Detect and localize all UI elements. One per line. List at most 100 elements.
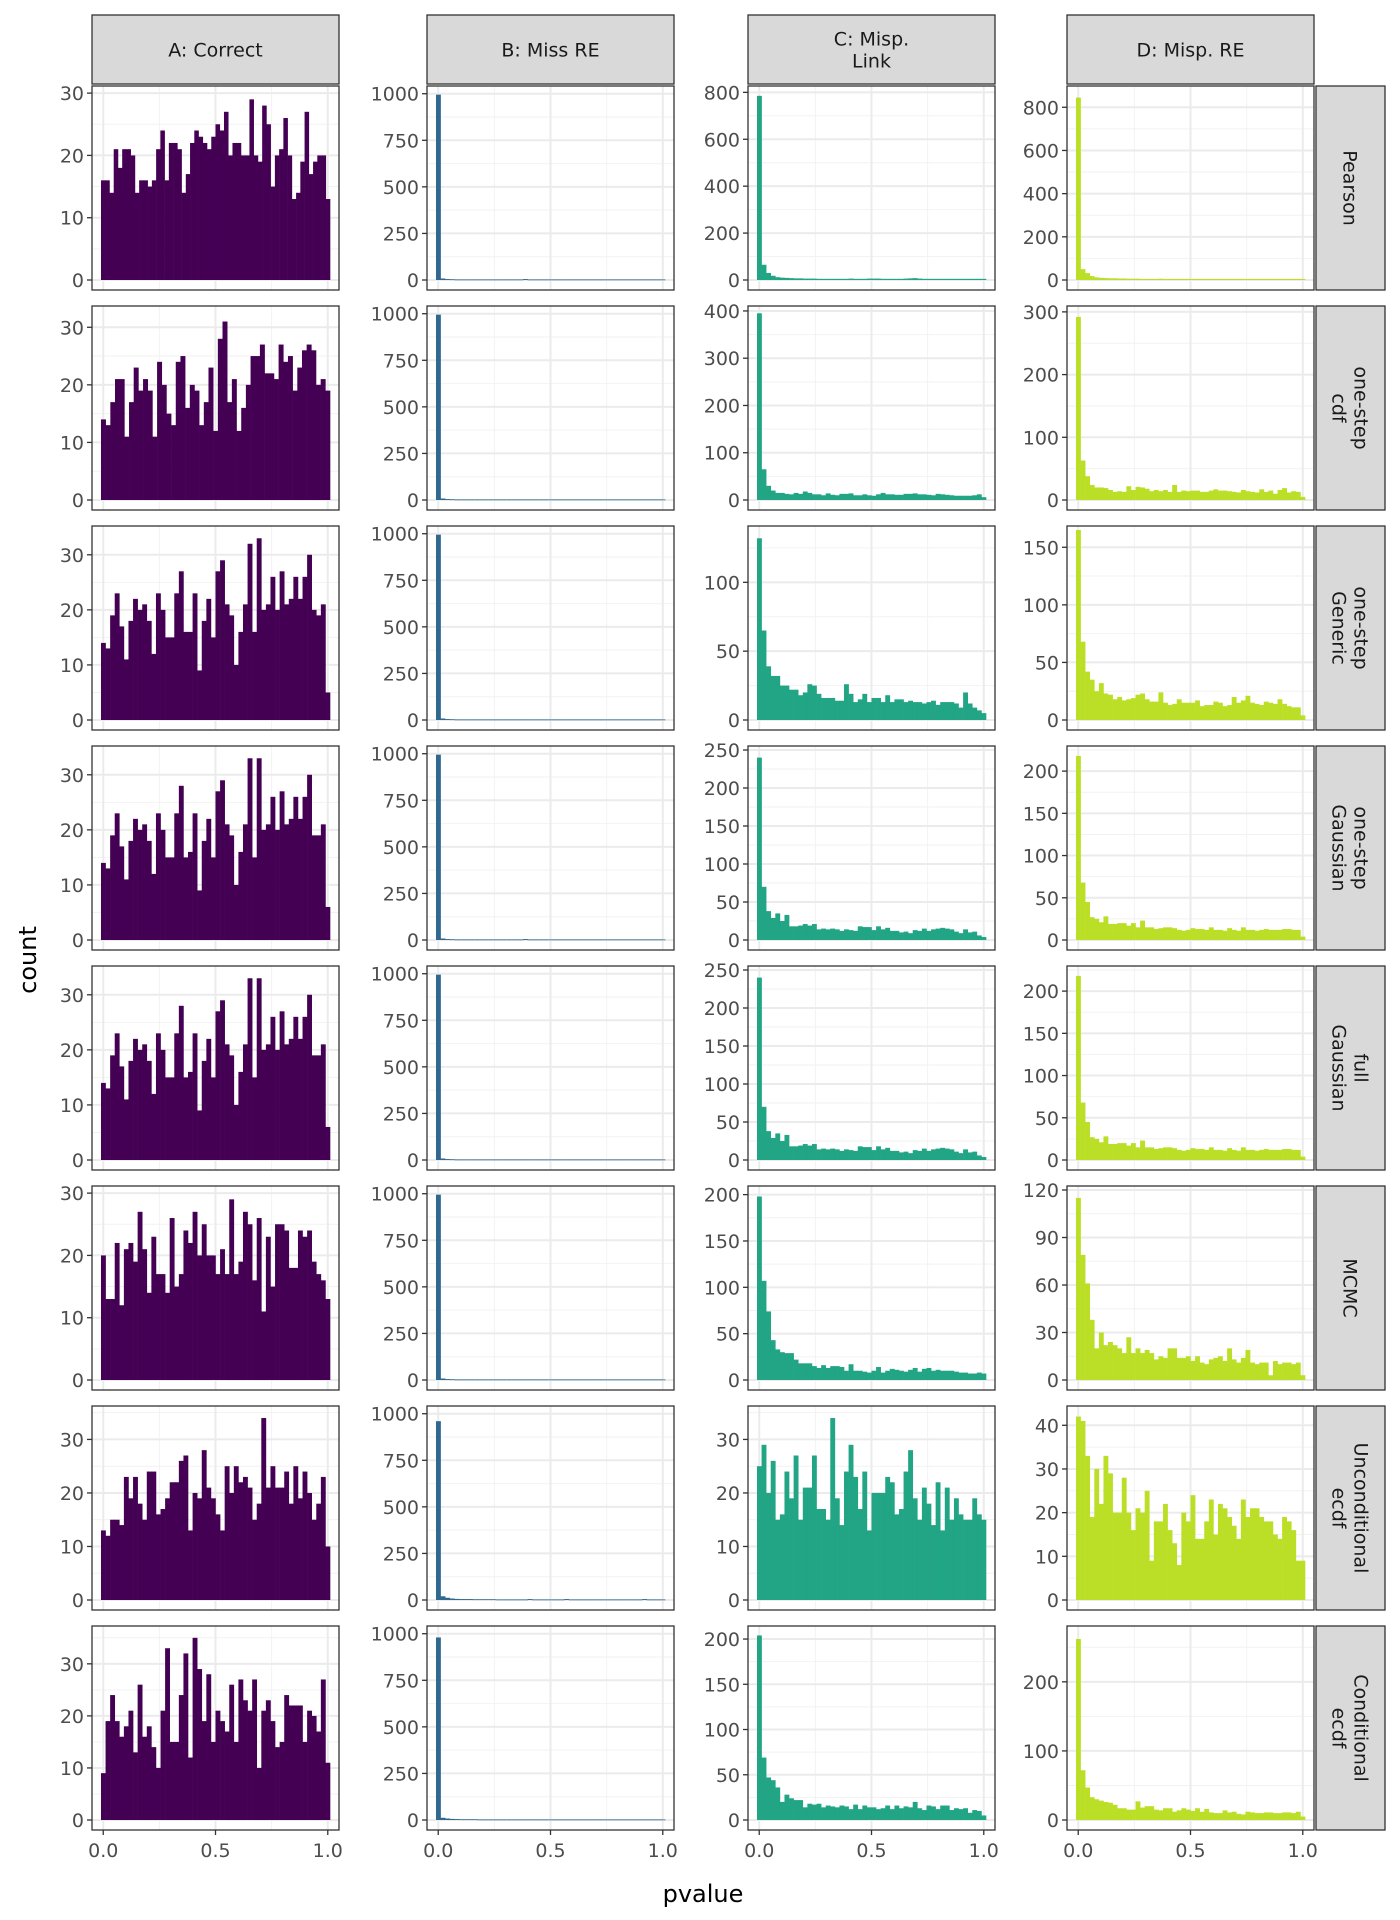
histogram-bar bbox=[587, 939, 593, 941]
histogram-bar bbox=[775, 1133, 781, 1160]
histogram-bar bbox=[1259, 705, 1265, 720]
histogram-bar bbox=[1254, 1813, 1260, 1820]
histogram-bar bbox=[1291, 929, 1297, 940]
histogram-bar bbox=[133, 367, 139, 500]
histogram-bar bbox=[1163, 1503, 1168, 1600]
histogram-bar bbox=[885, 1805, 891, 1820]
histogram-bar bbox=[1130, 923, 1136, 940]
histogram-bar bbox=[926, 494, 932, 500]
histogram-bar bbox=[490, 939, 496, 941]
histogram-bar bbox=[949, 929, 955, 940]
histogram-bar bbox=[541, 1379, 547, 1381]
histogram-bar bbox=[138, 390, 144, 500]
histogram-bar bbox=[245, 155, 250, 280]
histogram-bar bbox=[1222, 930, 1228, 940]
histogram-bar bbox=[972, 1373, 978, 1380]
histogram-bar bbox=[1199, 1149, 1205, 1160]
histogram-bar bbox=[1075, 316, 1081, 500]
histogram-bar bbox=[600, 279, 606, 281]
histogram-bar bbox=[953, 1151, 959, 1160]
histogram-bar bbox=[454, 939, 460, 941]
histogram-bar bbox=[523, 1159, 528, 1161]
histogram-bar bbox=[207, 149, 212, 280]
histogram-bar bbox=[229, 1492, 235, 1600]
histogram-bar bbox=[1282, 703, 1287, 720]
histogram-bar bbox=[976, 494, 982, 500]
histogram-bar bbox=[564, 499, 570, 501]
histogram-bar bbox=[1140, 487, 1145, 500]
histogram-bar bbox=[646, 1379, 652, 1381]
histogram-bar bbox=[944, 1487, 950, 1600]
histogram-bar bbox=[587, 279, 593, 281]
histogram-bar bbox=[568, 279, 574, 281]
histogram-bar bbox=[122, 149, 127, 280]
histogram-bar bbox=[981, 1815, 987, 1820]
y-tick-label: 0 bbox=[72, 1370, 84, 1392]
histogram-bar bbox=[949, 1519, 955, 1600]
histogram-bar bbox=[898, 1370, 904, 1380]
histogram-bar bbox=[1208, 927, 1214, 940]
histogram-bar bbox=[199, 425, 205, 500]
histogram-bar bbox=[1272, 703, 1278, 720]
histogram-bar bbox=[1149, 1147, 1155, 1160]
y-tick-label: 0 bbox=[1047, 710, 1059, 732]
histogram-bar bbox=[481, 939, 487, 941]
histogram-bar bbox=[1286, 1149, 1292, 1160]
histogram-bar bbox=[1144, 1490, 1150, 1600]
row-strip-label: one-step bbox=[1350, 366, 1372, 449]
histogram-bar bbox=[249, 99, 254, 280]
histogram-bar bbox=[596, 719, 602, 721]
histogram-bar bbox=[1153, 1359, 1159, 1380]
histogram-bar bbox=[1291, 707, 1297, 720]
histogram-bar bbox=[133, 598, 138, 720]
histogram-bar bbox=[766, 272, 772, 280]
histogram-bar bbox=[1176, 1565, 1182, 1600]
histogram-bar bbox=[297, 1705, 303, 1820]
histogram-bar bbox=[1103, 1455, 1109, 1600]
y-tick-label: 750 bbox=[383, 1230, 419, 1252]
histogram-bar bbox=[816, 929, 822, 940]
histogram-bar bbox=[1268, 702, 1274, 720]
histogram-bar bbox=[770, 675, 776, 720]
histogram-bar bbox=[1263, 1521, 1269, 1600]
histogram-bar bbox=[577, 719, 583, 721]
histogram-bar bbox=[151, 653, 157, 720]
histogram-bar bbox=[862, 1371, 868, 1380]
histogram-bar bbox=[807, 1803, 813, 1820]
histogram-bar bbox=[917, 1519, 923, 1600]
histogram-bar bbox=[1291, 1530, 1297, 1600]
histogram-bar bbox=[976, 278, 982, 280]
histogram-bar bbox=[655, 1159, 661, 1161]
histogram-bar bbox=[296, 192, 301, 280]
histogram-bar bbox=[463, 279, 469, 281]
histogram-bar bbox=[123, 1249, 129, 1380]
y-tick-label: 0 bbox=[728, 1150, 740, 1172]
histogram-bar bbox=[273, 379, 279, 500]
histogram-bar bbox=[958, 1372, 964, 1380]
histogram-bar bbox=[509, 1599, 515, 1601]
histogram-bar bbox=[816, 1803, 822, 1820]
histogram-bar bbox=[518, 1159, 524, 1161]
histogram-bar bbox=[1089, 1319, 1095, 1380]
histogram-bar bbox=[862, 693, 868, 720]
histogram-bar bbox=[802, 1144, 808, 1160]
histogram-bar bbox=[1080, 269, 1086, 280]
histogram-bar bbox=[871, 1807, 877, 1820]
histogram-bar bbox=[1185, 702, 1191, 720]
histogram-bar bbox=[261, 609, 267, 720]
y-tick-label: 0 bbox=[407, 930, 419, 952]
y-tick-label: 750 bbox=[383, 790, 419, 812]
histogram-bar bbox=[834, 929, 840, 940]
histogram-bar bbox=[798, 1519, 804, 1600]
histogram-bar bbox=[1254, 1150, 1260, 1160]
histogram-bar bbox=[568, 1159, 574, 1161]
histogram-bar bbox=[1167, 1530, 1173, 1600]
histogram-bar bbox=[775, 277, 781, 280]
histogram-bar bbox=[587, 719, 593, 721]
histogram-bar bbox=[504, 939, 510, 941]
